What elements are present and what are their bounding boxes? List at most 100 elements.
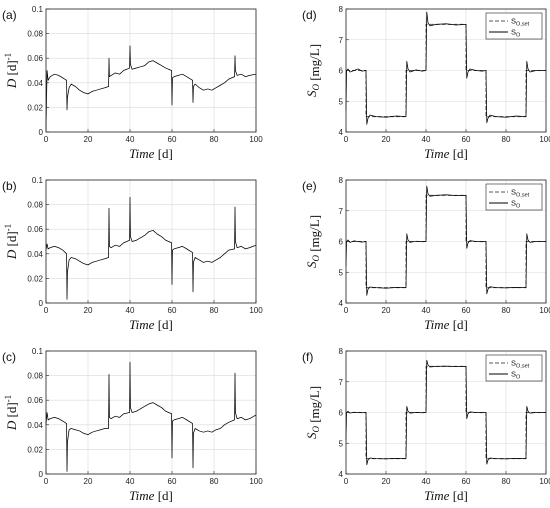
x-tick-label: 60 [168,135,177,144]
x-axis-label: Time [d] [424,488,468,503]
legend-entry: SO,set [511,359,530,370]
y-tick-label: 5 [339,439,344,448]
y-tick-label: 0.1 [32,347,44,356]
y-tick-label: 0.1 [32,5,44,14]
plot-area [46,180,256,303]
legend-box [485,354,543,382]
x-tick-label: 20 [84,306,93,315]
y-tick-label: 0.08 [27,372,43,381]
y-tick-label: 8 [339,5,344,14]
x-tick-label: 80 [502,477,511,486]
axes-frame [45,350,257,475]
x-tick-label: 100 [249,135,263,144]
x-tick-label: 20 [84,135,93,144]
y-tick-label: 7 [339,378,344,387]
chart-panel-b: 0 20 40 60 80 100 0 0.02 0.04 0.06 0.08 0.1 Time [d]… [2,176,263,332]
y-tick-label: 0.02 [27,274,43,283]
y-tick-label: 4 [339,470,344,479]
series-line-0 [45,196,257,300]
axes-frame [45,8,257,133]
y-tick-label: 0.06 [27,396,43,405]
y-tick-label: 7 [339,207,344,216]
x-tick-label: 40 [422,306,431,315]
chart-panel-e: 0 20 40 60 80 100 4 5 6 7 8 Time [d] SO [mg/L] (e) SO,… [302,176,550,332]
y-tick-label: 0.06 [27,225,43,234]
legend-entry: SO,set [511,17,530,28]
plot-area [46,9,256,132]
y-tick-label: 0.08 [27,30,43,39]
x-tick-label: 60 [462,306,471,315]
y-tick-label: 4 [339,299,344,308]
panel-label: (e) [302,179,317,193]
panel-label: (c) [2,350,16,364]
series-line-s-o [345,359,546,466]
y-tick-label: 0.02 [27,103,43,112]
x-tick-label: 40 [126,477,135,486]
y-tick-label: 4 [339,128,344,137]
y-tick-label: 8 [339,347,344,356]
x-tick-label: 100 [539,306,550,315]
y-tick-label: 0.1 [32,176,44,185]
legend-entry: SO [511,370,521,381]
plot-area [46,351,256,474]
x-tick-label: 80 [502,306,511,315]
y-axis-label: SO [mg/L] [304,386,322,439]
y-tick-label: 6 [339,238,344,247]
legend-box [485,12,543,40]
y-tick-label: 6 [339,67,344,76]
axes-frame [345,350,547,475]
y-tick-label: 7 [339,36,344,45]
x-axis-label: Time [d] [424,317,468,332]
y-tick-label: 6 [339,409,344,418]
x-tick-label: 40 [126,135,135,144]
series-line-s-o [345,11,546,125]
y-tick-label: 5 [339,97,344,106]
axes-frame [45,179,257,304]
y-tick-label: 0 [39,470,44,479]
y-tick-label: 0 [39,128,44,137]
x-tick-label: 40 [126,306,135,315]
x-tick-label: 100 [539,477,550,486]
panel-label: (a) [2,8,17,22]
legend-box [485,183,543,211]
x-tick-label: 20 [382,135,391,144]
y-axis-label: D [d]-1 [3,395,19,431]
chart-panel-d: 0 20 40 60 80 100 4 5 6 7 8 Time [d] SO [mg/L] (d) SO,… [302,5,550,161]
y-tick-label: 0.04 [27,250,43,259]
x-tick-label: 100 [249,306,263,315]
y-tick-label: 0.02 [27,445,43,454]
x-tick-label: 20 [84,477,93,486]
series-line-0 [45,45,257,130]
x-tick-label: 80 [210,135,219,144]
legend-entry: SO [511,199,521,210]
x-tick-label: 60 [168,477,177,486]
x-tick-label: 60 [462,135,471,144]
x-axis-label: Time [d] [129,146,173,161]
panel-label: (d) [302,8,317,22]
x-tick-label: 0 [344,135,349,144]
legend-entry: SO [511,28,521,39]
x-tick-label: 0 [344,306,349,315]
x-tick-label: 100 [539,135,550,144]
chart-panel-c: 0 20 40 60 80 100 0 0.02 0.04 0.06 0.08 0.1 Time [d]… [2,347,263,503]
x-tick-label: 40 [422,477,431,486]
x-tick-label: 0 [44,135,49,144]
x-tick-label: 0 [44,306,49,315]
y-tick-label: 0.04 [27,79,43,88]
y-axis-label: SO [mg/L] [304,44,322,97]
y-tick-label: 5 [339,268,344,277]
x-axis-label: Time [d] [129,488,173,503]
y-tick-label: 8 [339,176,344,185]
chart-panel-f: 0 20 40 60 80 100 4 5 6 7 8 Time [d] SO [mg/L] (f) SO,… [302,347,550,503]
x-tick-label: 0 [44,477,49,486]
y-tick-label: 0.08 [27,201,43,210]
chart-panel-a: 0 20 40 60 80 100 0 0.02 0.04 0.06 0.08 0.1 Time [d]… [2,5,263,161]
y-tick-label: 0 [39,299,44,308]
y-axis-label: D [d]-1 [3,53,19,89]
y-axis-label: SO [mg/L] [304,215,322,268]
series-line-0 [45,361,257,472]
